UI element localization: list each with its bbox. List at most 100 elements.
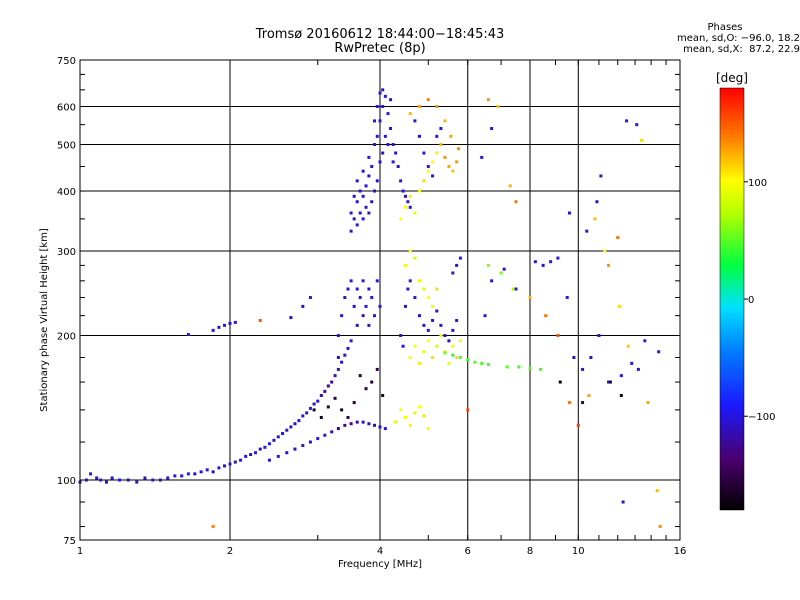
data-point xyxy=(330,380,334,384)
data-point xyxy=(539,367,543,371)
data-point xyxy=(486,363,490,367)
data-point xyxy=(417,189,421,193)
data-point xyxy=(305,411,309,415)
data-point xyxy=(593,217,597,221)
data-point xyxy=(517,365,521,369)
data-point xyxy=(355,223,359,227)
data-point xyxy=(413,296,417,300)
data-point xyxy=(640,138,644,142)
data-point xyxy=(104,480,108,484)
data-point xyxy=(399,179,403,183)
data-point xyxy=(447,339,451,343)
data-point xyxy=(389,98,393,102)
data-point xyxy=(597,334,601,338)
data-point xyxy=(285,428,289,432)
data-point xyxy=(486,98,490,102)
data-point xyxy=(619,374,623,378)
data-point xyxy=(449,134,453,138)
data-point xyxy=(508,184,512,188)
data-point xyxy=(166,476,170,480)
data-point xyxy=(447,164,451,168)
data-point xyxy=(370,296,374,300)
phases-stats-x: mean, sd,X: 87.2, 22.9 xyxy=(683,44,800,55)
data-point xyxy=(346,346,350,350)
data-point xyxy=(378,304,382,308)
data-point xyxy=(228,462,232,466)
data-point xyxy=(480,361,484,365)
data-point xyxy=(217,466,221,470)
data-point xyxy=(399,408,403,412)
data-point xyxy=(381,394,385,398)
data-point xyxy=(439,323,443,327)
x-axis-ticks: 1 2 4 6 8 10 16 xyxy=(77,60,687,557)
data-point xyxy=(439,334,443,338)
data-point xyxy=(528,296,532,300)
data-point xyxy=(217,325,221,329)
data-point xyxy=(417,405,421,409)
data-point xyxy=(99,478,103,482)
data-point xyxy=(455,355,459,359)
data-point xyxy=(658,525,662,529)
data-point xyxy=(333,396,337,400)
data-points xyxy=(78,88,662,529)
data-point xyxy=(126,478,130,482)
x-tick-label: 6 xyxy=(465,546,471,557)
data-point xyxy=(361,169,365,173)
data-point xyxy=(408,112,412,116)
data-point xyxy=(355,179,359,183)
data-point xyxy=(293,422,297,426)
colorbar-tick-label: −100 xyxy=(748,412,775,423)
x-tick-label: 10 xyxy=(572,546,585,557)
chart-title-line2: RwPretec (8p) xyxy=(334,41,426,56)
data-point xyxy=(301,304,305,308)
data-point xyxy=(358,296,362,300)
data-point xyxy=(406,287,410,291)
data-point xyxy=(383,427,387,431)
data-point xyxy=(618,304,622,308)
data-point xyxy=(355,200,359,204)
data-point xyxy=(263,445,267,449)
data-point xyxy=(228,321,232,325)
data-point xyxy=(199,470,203,474)
data-point xyxy=(378,160,382,164)
data-point xyxy=(511,287,515,291)
data-point xyxy=(403,415,407,419)
data-point xyxy=(417,279,421,283)
data-point xyxy=(626,344,630,348)
data-point xyxy=(364,184,368,188)
data-point xyxy=(375,105,379,109)
data-point xyxy=(589,355,593,359)
data-point xyxy=(403,304,407,308)
data-point xyxy=(276,435,280,439)
data-point xyxy=(381,105,385,109)
data-point xyxy=(565,296,569,300)
data-point xyxy=(581,367,585,371)
data-point xyxy=(608,380,612,384)
data-point xyxy=(576,423,580,427)
y-tick-label: 300 xyxy=(57,247,76,258)
data-point xyxy=(499,271,503,275)
data-point xyxy=(364,387,368,391)
x-tick-label: 16 xyxy=(674,546,687,557)
data-point xyxy=(297,419,301,423)
data-point xyxy=(431,318,435,322)
data-point xyxy=(367,211,371,215)
data-point xyxy=(308,406,312,410)
data-point xyxy=(431,160,435,164)
data-point xyxy=(180,474,184,478)
data-point xyxy=(435,287,439,291)
data-point xyxy=(336,355,340,359)
data-point xyxy=(422,323,426,327)
data-point xyxy=(443,334,447,338)
x-tick-label: 1 xyxy=(77,546,83,557)
data-point xyxy=(391,143,395,147)
data-point xyxy=(367,174,371,178)
data-point xyxy=(422,179,426,183)
data-point xyxy=(413,344,417,348)
data-point xyxy=(343,423,347,427)
data-point xyxy=(349,279,353,283)
data-point xyxy=(233,320,237,324)
data-point xyxy=(239,458,243,462)
data-point xyxy=(378,425,382,429)
